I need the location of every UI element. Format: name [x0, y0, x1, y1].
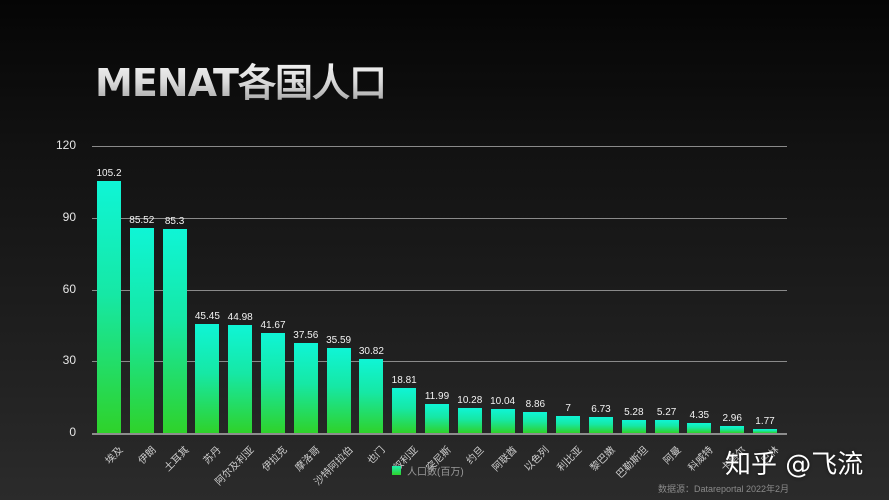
bar: 5.28	[621, 407, 646, 433]
x-category-label: 伊朗	[136, 444, 159, 467]
y-tick-label: 90	[62, 209, 76, 224]
bar-value-label: 11.99	[424, 391, 450, 403]
bar-value-label: 8.86	[525, 398, 546, 410]
x-category-label: 伊拉克	[260, 444, 290, 474]
bar: 85.3	[162, 216, 187, 433]
bar: 11.99	[425, 391, 449, 433]
x-category-label: 以色列	[523, 444, 553, 474]
bar-value-label: 44.98	[227, 312, 253, 324]
bar-value-label: 6.73	[591, 403, 611, 415]
bar-fill	[654, 420, 679, 433]
bar-value-label: 5.27	[656, 407, 677, 419]
x-category-label: 埃及	[103, 444, 126, 467]
legend-label: 人口数(百万)	[407, 467, 464, 478]
x-category-label: 苏丹	[202, 444, 225, 467]
bar-fill	[753, 428, 777, 433]
x-category-label: 利比亚	[555, 444, 585, 474]
bar-value-label: 2.96	[722, 412, 742, 424]
bar: 1.77	[753, 416, 777, 433]
bar: 18.81	[392, 375, 417, 433]
bar-fill	[490, 409, 515, 433]
bar-fill	[556, 416, 581, 433]
bar-value-label: 7	[565, 403, 571, 415]
x-category-label: 也门	[366, 444, 389, 467]
bar-value-label: 10.28	[457, 395, 483, 407]
bar-fill	[425, 404, 449, 433]
bar-fill	[359, 359, 384, 433]
bar-fill	[162, 229, 187, 433]
bar: 8.86	[523, 399, 548, 433]
bar: 37.56	[293, 330, 318, 433]
bar: 2.96	[720, 413, 745, 433]
bar-fill	[720, 425, 745, 433]
y-tick-label: 120	[55, 138, 76, 152]
watermark: 知乎 @飞流	[725, 450, 864, 480]
legend: 人口数(百万)	[392, 463, 464, 478]
legend-swatch	[392, 466, 401, 475]
chart-title: MENAT各国人口	[95, 52, 387, 107]
bar-fill	[523, 411, 548, 433]
x-axis-line	[92, 433, 787, 435]
bar-fill	[129, 228, 154, 433]
bar-value-label: 85.3	[164, 216, 185, 227]
bar: 7	[556, 403, 581, 433]
x-category-label: 土耳其	[162, 444, 192, 474]
bar: 6.73	[589, 404, 613, 433]
x-category-label: 约旦	[464, 444, 487, 467]
bar-value-label: 10.04	[490, 396, 516, 407]
bar-value-label: 1.77	[755, 415, 775, 427]
y-tick-label: 0	[69, 425, 76, 439]
x-category-label: 阿联酋	[490, 444, 520, 474]
bar: 45.45	[195, 311, 220, 433]
bar-value-label: 85.52	[129, 215, 155, 227]
bar-fill	[326, 347, 351, 433]
bar-fill	[457, 408, 482, 433]
bar-value-label: 4.35	[689, 409, 710, 421]
bar: 4.35	[687, 410, 712, 433]
bar-value-label: 45.45	[194, 311, 220, 323]
bar: 10.28	[457, 395, 482, 433]
bar-fill	[228, 325, 253, 433]
bar-fill	[195, 324, 220, 433]
bar-fill	[589, 416, 613, 433]
bar: 30.82	[359, 346, 384, 433]
bar-value-label: 35.59	[326, 334, 352, 346]
gridline	[92, 146, 787, 147]
plot-area: 0 30 60 90 120 105.2 埃及 85.52 伊朗 85.3 土耳其 45.45 苏丹 44…	[56, 138, 787, 488]
gridline	[92, 361, 787, 363]
bar-value-label: 30.82	[358, 346, 384, 358]
bar-value-label: 41.67	[260, 320, 286, 332]
x-category-label: 阿曼	[661, 444, 684, 467]
data-source-note: 数据源：Datareportal 2022年2月	[658, 484, 790, 494]
bar-value-label: 5.28	[624, 407, 644, 419]
y-tick-label: 30	[62, 353, 76, 368]
bar-value-label: 18.81	[391, 375, 417, 387]
bar: 85.52	[129, 215, 154, 433]
gridline	[92, 289, 787, 291]
bar-value-label: 37.56	[293, 330, 319, 342]
bar-fill	[621, 420, 646, 433]
bar: 41.67	[260, 320, 286, 433]
x-category-label: 科威特	[687, 444, 717, 474]
bar-fill	[261, 333, 285, 433]
gridline	[92, 217, 787, 219]
bar: 105.2	[96, 168, 122, 433]
bar: 10.04	[490, 396, 515, 433]
bar-fill	[687, 422, 712, 433]
bar: 44.98	[228, 312, 253, 433]
bar-fill	[293, 343, 318, 433]
bar-fill	[392, 388, 417, 433]
bar: 35.59	[326, 335, 351, 433]
bar-fill	[97, 181, 121, 433]
y-tick-label: 60	[62, 281, 76, 296]
bar: 5.27	[654, 407, 679, 433]
bar-value-label: 105.2	[96, 168, 122, 180]
x-category-label: 巴勒斯坦	[614, 444, 651, 481]
